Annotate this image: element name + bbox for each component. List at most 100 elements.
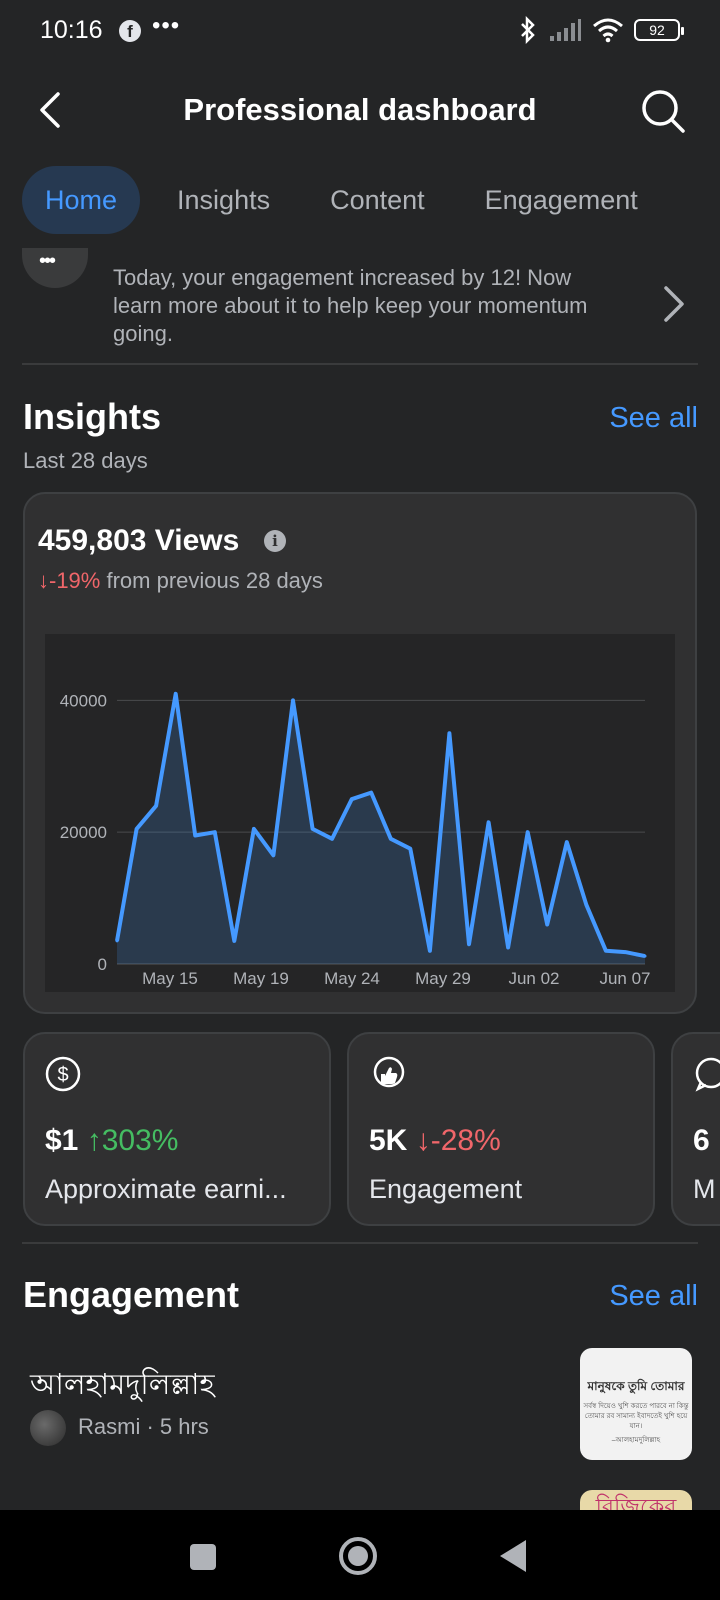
dollar-icon: $ bbox=[45, 1056, 81, 1092]
chart-point bbox=[213, 830, 217, 834]
x-tick-label: May 15 bbox=[142, 969, 198, 988]
engagement-notice[interactable]: ••• Today, your engagement increased by … bbox=[0, 248, 720, 364]
svg-text:$: $ bbox=[57, 1064, 68, 1086]
chart-point bbox=[154, 804, 158, 808]
views-change-suffix: from previous 28 days bbox=[106, 568, 323, 593]
chart-point bbox=[369, 791, 373, 795]
chart-point bbox=[447, 731, 451, 735]
views-change-percent: ↓-19% bbox=[38, 568, 101, 593]
chart-point bbox=[408, 847, 412, 851]
signal-icon bbox=[550, 19, 581, 41]
thumbs-up-icon bbox=[373, 1056, 405, 1088]
chart-point bbox=[350, 797, 354, 801]
chart-point bbox=[174, 692, 178, 696]
engagement-amount: 5K bbox=[369, 1124, 408, 1157]
chart-point bbox=[232, 939, 236, 943]
views-card[interactable]: 459,803 Views i ↓-19% from previous 28 d… bbox=[23, 492, 697, 1014]
status-bar: 10:16 f ••• 92 bbox=[0, 0, 720, 64]
x-tick-label: May 24 bbox=[324, 969, 380, 988]
more-dots-icon: ••• bbox=[152, 12, 181, 39]
engagement-card[interactable]: 5K ↓-28% Engagement bbox=[347, 1032, 655, 1226]
thumbnail-heading: মানুষকে তুমি তোমার bbox=[587, 1379, 685, 1393]
views-chart-svg: 0 20000 40000 May 15 May 19 May 24 May 29 Jun 0… bbox=[60, 691, 651, 988]
comment-icon bbox=[695, 1057, 720, 1092]
messages-label: M bbox=[693, 1174, 716, 1204]
chart-point bbox=[545, 922, 549, 926]
chart-point bbox=[487, 820, 491, 824]
x-tick-label: May 29 bbox=[415, 969, 471, 988]
chart-point bbox=[604, 949, 608, 953]
insights-period: Last 28 days bbox=[23, 448, 148, 473]
messages-card[interactable]: 6 M bbox=[671, 1032, 720, 1226]
info-icon[interactable]: i bbox=[264, 530, 286, 552]
views-total: 459,803 Views bbox=[38, 524, 240, 557]
insights-heading: Insights bbox=[23, 396, 162, 437]
views-chart: 0 20000 40000 May 15 May 19 May 24 May 29 Jun 0… bbox=[45, 634, 675, 992]
x-tick-label: Jun 02 bbox=[508, 969, 559, 988]
chart-line bbox=[115, 691, 646, 959]
thumbnail-text: সর্বস্ব দিয়েও খুশি করতে পারবে না কিন্তু… bbox=[583, 1403, 689, 1430]
chart-point bbox=[584, 903, 588, 907]
chart-point bbox=[467, 942, 471, 946]
views-change: ↓-19% from previous 28 days bbox=[38, 568, 323, 594]
messages-value: 6 bbox=[693, 1124, 710, 1158]
chart-point bbox=[311, 827, 315, 831]
bluetooth-icon bbox=[521, 16, 535, 44]
chart-point bbox=[643, 954, 647, 958]
chart-point bbox=[115, 939, 119, 943]
y-tick-label: 0 bbox=[98, 955, 107, 974]
engagement-value: 5K ↓-28% bbox=[369, 1124, 501, 1158]
divider bbox=[22, 363, 698, 365]
system-nav-bar bbox=[0, 1510, 720, 1600]
y-tick-label: 40000 bbox=[60, 691, 107, 710]
engagement-post[interactable]: আলহামদুলিল্লাহ Rasmi · 5 hrs মানুষকে তুম… bbox=[0, 1340, 720, 1460]
chart-area bbox=[117, 693, 645, 964]
metric-cards: $ $1 ↑303% Approximate earni... 5K ↓-28%… bbox=[23, 1032, 720, 1228]
post-thumbnail[interactable]: মানুষকে তুমি তোমার সর্বস্ব দিয়েও খুশি ক… bbox=[580, 1348, 692, 1460]
chart-point bbox=[330, 837, 334, 841]
chart-point bbox=[389, 837, 393, 841]
messages-amount: 6 bbox=[693, 1124, 710, 1157]
earnings-value: $1 ↑303% bbox=[45, 1124, 178, 1158]
search-icon[interactable] bbox=[640, 88, 686, 134]
post-title: আলহামদুলিল্লাহ bbox=[30, 1369, 215, 1401]
chart-point bbox=[623, 950, 627, 954]
back-button[interactable] bbox=[490, 1532, 538, 1580]
chart-point bbox=[428, 949, 432, 953]
tab-engagement[interactable]: Engagement bbox=[484, 185, 638, 215]
chart-point bbox=[291, 698, 295, 702]
home-button[interactable] bbox=[334, 1532, 382, 1580]
notice-avatar: ••• bbox=[22, 248, 88, 288]
chart-point bbox=[193, 833, 197, 837]
x-tick-label: Jun 07 bbox=[599, 969, 650, 988]
facebook-icon: f bbox=[119, 20, 141, 42]
earnings-label: Approximate earni... bbox=[45, 1174, 287, 1204]
earnings-change: ↑303% bbox=[86, 1124, 179, 1157]
battery-icon: 92 bbox=[634, 19, 684, 41]
thumbnail-footer: –আলহামদুলিল্লাহ bbox=[611, 1437, 661, 1444]
chart-point bbox=[252, 827, 256, 831]
divider bbox=[22, 1242, 698, 1244]
tab-insights[interactable]: Insights bbox=[177, 185, 271, 215]
earnings-amount: $1 bbox=[45, 1124, 79, 1157]
page-title: Professional dashboard bbox=[183, 92, 537, 127]
earnings-card[interactable]: $ $1 ↑303% Approximate earni... bbox=[23, 1032, 331, 1226]
tab-content[interactable]: Content bbox=[330, 185, 425, 215]
chart-point bbox=[506, 946, 510, 950]
notice-text: Today, your engagement increased by 12! … bbox=[113, 265, 588, 346]
tab-home[interactable]: Home bbox=[22, 166, 141, 234]
chevron-right-icon[interactable] bbox=[662, 284, 686, 324]
chart-point bbox=[526, 830, 530, 834]
post-meta: Rasmi · 5 hrs bbox=[78, 1414, 209, 1439]
status-time: 10:16 bbox=[40, 16, 103, 44]
x-tick-label: May 19 bbox=[233, 969, 289, 988]
engagement-change: ↓-28% bbox=[415, 1124, 501, 1157]
back-arrow-icon[interactable] bbox=[32, 88, 72, 132]
engagement-see-all-link[interactable]: See all bbox=[609, 1280, 698, 1312]
recents-button[interactable] bbox=[178, 1532, 226, 1580]
wifi-icon bbox=[593, 18, 623, 43]
insights-see-all-link[interactable]: See all bbox=[609, 402, 698, 434]
chart-point bbox=[135, 827, 139, 831]
chart-point bbox=[271, 853, 275, 857]
y-tick-label: 20000 bbox=[60, 823, 107, 842]
